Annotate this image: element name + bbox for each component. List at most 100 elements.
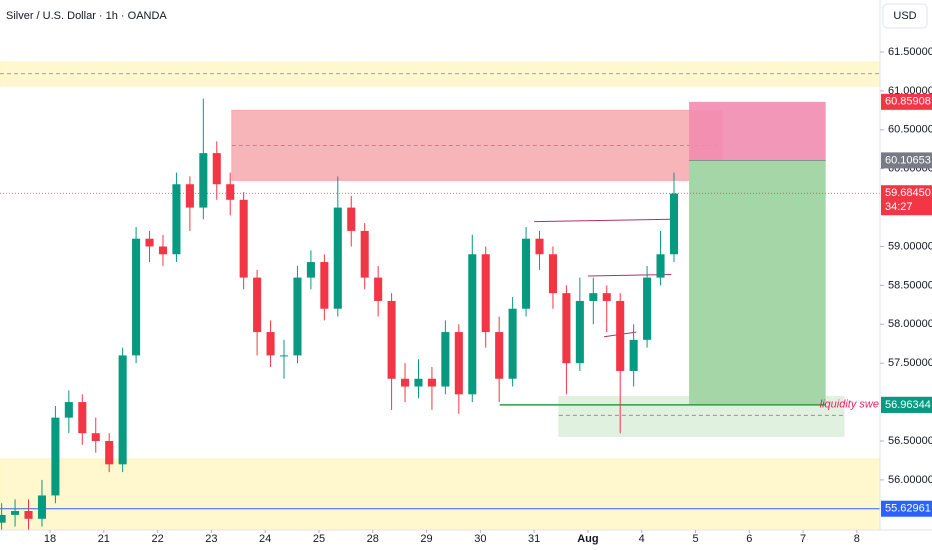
candle-body xyxy=(360,230,369,278)
candle-body xyxy=(145,238,154,247)
y-tick-label: 58.00000 xyxy=(888,318,932,330)
x-tick-label: Aug xyxy=(577,533,598,545)
price-label-box xyxy=(881,396,932,413)
candle-body xyxy=(575,300,584,364)
candle-body xyxy=(172,184,181,255)
x-tick-label: 28 xyxy=(367,533,379,545)
price-label: 55.62961 xyxy=(885,503,931,515)
price-label-box xyxy=(881,93,932,110)
candle-body xyxy=(199,153,208,208)
currency[interactable]: USD xyxy=(893,10,916,22)
candle-body xyxy=(495,332,504,379)
candle-body xyxy=(37,495,46,519)
candle-body xyxy=(468,254,477,395)
annotation: liquidity sweep xyxy=(820,399,892,411)
x-tick-label: 5 xyxy=(692,533,698,545)
candle-body xyxy=(333,207,342,309)
candle-body xyxy=(11,511,20,515)
candle-body xyxy=(24,511,33,519)
x-tick-label: 25 xyxy=(313,533,325,545)
candle-body xyxy=(78,402,87,434)
x-tick-label: 29 xyxy=(420,533,432,545)
y-tick-label: 56.50000 xyxy=(888,435,932,447)
candle-body xyxy=(589,293,598,301)
candle-body xyxy=(401,378,410,387)
candle-body xyxy=(212,153,221,185)
candle-body xyxy=(427,378,436,387)
x-tick-label: 4 xyxy=(639,533,645,545)
price-label-box xyxy=(881,152,932,169)
candle-body xyxy=(51,417,60,496)
x-tick-label: 23 xyxy=(205,533,217,545)
candle-body xyxy=(0,514,6,523)
candle-body xyxy=(656,254,665,278)
candle-body xyxy=(669,193,679,255)
x-tick-label: 21 xyxy=(98,533,110,545)
candle-body xyxy=(374,277,383,301)
candle-body xyxy=(414,378,423,387)
candle-body xyxy=(347,207,356,231)
candle-body xyxy=(306,262,315,278)
candle-body xyxy=(158,246,168,255)
candle-body xyxy=(616,300,625,371)
y-tick-label: 60.50000 xyxy=(888,124,932,136)
candle-body xyxy=(91,433,100,441)
price-label-box xyxy=(881,185,932,216)
zone xyxy=(0,458,880,530)
candle-body xyxy=(602,293,611,301)
candle-body xyxy=(293,277,302,356)
candle-body xyxy=(118,355,127,465)
countdown: 34:27 xyxy=(885,201,913,213)
y-tick-label: 57.50000 xyxy=(888,357,932,369)
target-zone xyxy=(689,160,826,405)
drawn-line xyxy=(534,218,672,223)
price-axis xyxy=(880,0,932,550)
y-tick-label: 61.50000 xyxy=(888,46,932,58)
candle-body xyxy=(253,277,262,333)
x-tick-label: 6 xyxy=(746,533,752,545)
y-tick-label: 61.00000 xyxy=(888,85,932,97)
y-tick-label: 58.50000 xyxy=(888,279,932,291)
candle-body xyxy=(481,254,490,333)
candle-body xyxy=(643,277,652,340)
candle-body xyxy=(629,339,638,371)
candle-body xyxy=(387,300,396,379)
candle-body xyxy=(508,308,517,379)
price-label: 60.85908 xyxy=(885,96,931,108)
zone xyxy=(0,61,880,87)
y-tick-label: 56.00000 xyxy=(888,474,932,486)
candle-body xyxy=(279,355,289,357)
candle-body xyxy=(441,332,450,387)
x-tick-label: 18 xyxy=(44,533,56,545)
axes: 61.5000061.0000060.5000060.0000059.00000… xyxy=(44,46,932,545)
candle-body xyxy=(535,238,544,255)
currency-button[interactable] xyxy=(882,3,928,29)
y-tick-label: 59.00000 xyxy=(888,240,932,252)
plot-area: liquidity sweep xyxy=(0,61,892,530)
x-tick-label: 7 xyxy=(800,533,806,545)
candle-body xyxy=(185,184,194,208)
x-tick-label: 8 xyxy=(854,533,860,545)
candle-body xyxy=(64,402,73,418)
price-label-box xyxy=(881,500,932,517)
candle-body xyxy=(266,332,275,356)
candle-body xyxy=(239,199,248,278)
chart-title: Silver / U.S. Dollar · 1h · OANDA xyxy=(6,10,167,22)
x-tick-label: 22 xyxy=(151,533,163,545)
candle-body xyxy=(454,332,463,395)
x-tick-label: 30 xyxy=(474,533,486,545)
candle-body xyxy=(548,254,557,294)
candle-body xyxy=(320,262,329,309)
candle-body xyxy=(105,440,114,465)
price-label: 59.68450 xyxy=(885,187,931,199)
stop-zone xyxy=(689,101,826,161)
candle-body xyxy=(562,293,571,364)
candle-body xyxy=(522,238,531,309)
x-tick-label: 31 xyxy=(528,533,540,545)
price-label: 60.10653 xyxy=(885,154,931,166)
price-label: 56.96344 xyxy=(885,399,931,411)
candle-body xyxy=(226,184,235,200)
x-tick-label: 24 xyxy=(259,533,271,545)
candle-body xyxy=(132,238,141,356)
